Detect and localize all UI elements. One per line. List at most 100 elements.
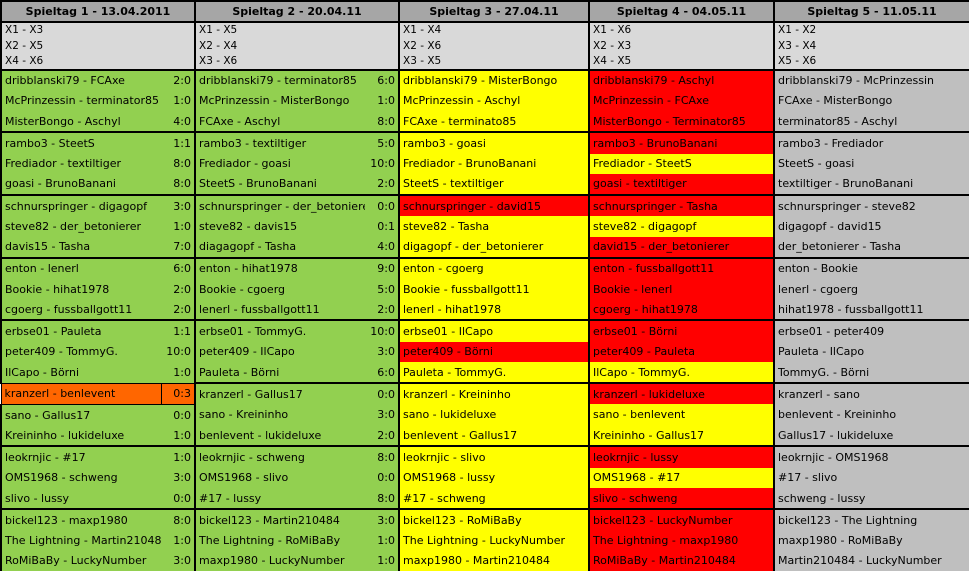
schedule-cell: X1 - X2 xyxy=(773,20,969,39)
match-row: Kreininho - lukideluxe 1:0 benlevent - luk… xyxy=(0,425,969,447)
match-cell: MisterBongo - Aschyl xyxy=(0,111,161,133)
match-cell: FCAxe - terminato85 xyxy=(398,111,590,133)
match-cell: Frediador - SteetS xyxy=(588,153,775,174)
score-cell: 1:0 xyxy=(161,445,196,468)
match-row: steve82 - der_betonierer 1:0 steve82 - dav… xyxy=(0,216,969,237)
match-cell: FCAxe - Aschyl xyxy=(194,111,365,133)
match-cell: Kreininho - lukideluxe xyxy=(0,425,161,447)
match-cell: IlCapo - TommyG. xyxy=(588,361,775,384)
score-cell: 4:0 xyxy=(365,236,400,258)
match-cell: steve82 - der_betonierer xyxy=(0,216,161,237)
match-cell: leokrnjic - #17 xyxy=(0,445,161,468)
match-cell: OMS1968 - slivo xyxy=(194,467,365,488)
match-cell: benlevent - Gallus17 xyxy=(398,425,590,447)
score-cell: 10:0 xyxy=(161,341,196,362)
schedule-cell: X2 - X3 xyxy=(588,38,775,54)
score-cell: 1:1 xyxy=(161,319,196,342)
score-cell: 1:0 xyxy=(161,216,196,237)
match-cell: erbse01 - peter409 xyxy=(773,319,969,342)
score-cell: 1:0 xyxy=(161,90,196,112)
match-row: kranzerl - benlevent 0:3 kranzerl - Gallus… xyxy=(0,382,969,405)
score-cell: 2:0 xyxy=(365,173,400,196)
match-cell: SteetS - BrunoBanani xyxy=(194,173,365,196)
match-cell: sano - Kreininho xyxy=(194,404,365,426)
match-cell: hihat1978 - fussballgott11 xyxy=(773,299,969,321)
score-cell: 0:0 xyxy=(365,467,400,488)
match-cell: bickel123 - LuckyNumber xyxy=(588,508,775,531)
match-cell: RoMiBaBy - Martin210484 xyxy=(588,550,775,571)
schedule-cell: X2 - X5 xyxy=(0,38,196,54)
score-cell: 10:0 xyxy=(365,153,400,174)
score-cell: 5:0 xyxy=(365,279,400,300)
match-cell: Martin210484 - LuckyNumber xyxy=(773,550,969,571)
match-cell: rambo3 - BrunoBanani xyxy=(588,131,775,154)
match-cell: Bookie - lenerl xyxy=(588,279,775,300)
schedule-cell: X4 - X6 xyxy=(0,53,196,71)
match-cell: Frediador - textiltiger xyxy=(0,153,161,174)
match-row: IlCapo - Börni 1:0 Pauleta - Börni 6:0 Paule… xyxy=(0,361,969,384)
schedule-row: X1 - X3 X1 - X5 X1 - X4 X1 - X6 X1 - X2 xyxy=(0,20,969,39)
score-cell: 8:0 xyxy=(365,487,400,510)
match-row: cgoerg - fussballgott11 2:0 lenerl - fussb… xyxy=(0,299,969,321)
match-cell: davis15 - Tasha xyxy=(0,236,161,258)
match-cell: bickel123 - RoMiBaBy xyxy=(398,508,590,531)
match-cell: McPrinzessin - FCAxe xyxy=(588,90,775,112)
match-cell: steve82 - Tasha xyxy=(398,216,590,237)
match-cell: Frediador - goasi xyxy=(194,153,365,174)
match-cell: peter409 - IlCapo xyxy=(194,341,365,362)
score-cell: 1:0 xyxy=(161,425,196,447)
match-cell: goasi - textiltiger xyxy=(588,173,775,196)
match-cell: diagagopf - Tasha xyxy=(194,236,365,258)
match-cell: kranzerl - Gallus17 xyxy=(194,382,365,405)
match-cell: dribblanski79 - McPrinzessin xyxy=(773,68,969,91)
score-cell: 2:0 xyxy=(161,299,196,321)
match-cell: #17 - lussy xyxy=(194,487,365,510)
schedule-cell: X4 - X5 xyxy=(588,53,775,71)
schedule-cell: X2 - X6 xyxy=(398,38,590,54)
match-cell: terminator85 - Aschyl xyxy=(773,111,969,133)
match-row: schnurspringer - digagopf 3:0 schnurspring… xyxy=(0,194,969,217)
match-cell: erbse01 - IlCapo xyxy=(398,319,590,342)
match-row: OMS1968 - schweng 3:0 OMS1968 - slivo 0:0 OM… xyxy=(0,467,969,488)
match-cell: The Lightning - maxp1980 xyxy=(588,530,775,551)
score-cell: 3:0 xyxy=(161,467,196,488)
schedule-cell: X5 - X6 xyxy=(773,53,969,71)
match-cell: benlevent - lukideluxe xyxy=(194,425,365,447)
match-row: Frediador - textiltiger 8:0 Frediador - go… xyxy=(0,153,969,174)
match-cell: schnurspringer - steve82 xyxy=(773,194,969,217)
day-4-header: Spieltag 4 - 04.05.11 xyxy=(588,0,775,23)
match-cell: leokrnjic - schweng xyxy=(194,445,365,468)
score-cell: 1:0 xyxy=(365,530,400,551)
score-cell: 1:0 xyxy=(161,361,196,384)
day-2-header: Spieltag 2 - 20.04.11 xyxy=(194,0,400,23)
score-cell: 3:0 xyxy=(161,194,196,217)
score-cell: 1:1 xyxy=(161,131,196,154)
header-row: Spieltag 1 - 13.04.2011 Spieltag 2 - 20.… xyxy=(0,0,969,23)
match-cell: peter409 - Pauleta xyxy=(588,341,775,362)
match-cell: peter409 - TommyG. xyxy=(0,341,161,362)
score-cell: 3:0 xyxy=(365,404,400,426)
match-cell: SteetS - goasi xyxy=(773,153,969,174)
match-row: rambo3 - SteetS 1:1 rambo3 - textiltiger 5:… xyxy=(0,131,969,154)
match-cell: enton - hihat1978 xyxy=(194,256,365,279)
match-cell: schnurspringer - digagopf xyxy=(0,194,161,217)
match-cell: Pauleta - IlCapo xyxy=(773,341,969,362)
match-cell: textiltiger - BrunoBanani xyxy=(773,173,969,196)
match-row: davis15 - Tasha 7:0 diagagopf - Tasha 4:0 di… xyxy=(0,236,969,258)
match-row: Bookie - hihat1978 2:0 Bookie - cgoerg 5:0 B… xyxy=(0,279,969,300)
match-cell: lenerl - hihat1978 xyxy=(398,299,590,321)
match-cell: der_betonierer - Tasha xyxy=(773,236,969,258)
match-cell: McPrinzessin - terminator85 xyxy=(0,90,161,112)
score-cell: 8:0 xyxy=(365,111,400,133)
match-cell: MisterBongo - Terminator85 xyxy=(588,111,775,133)
score-cell: 0:3 xyxy=(160,382,196,405)
match-cell: bickel123 - The Lightning xyxy=(773,508,969,531)
match-cell: bickel123 - Martin210484 xyxy=(194,508,365,531)
match-cell: rambo3 - goasi xyxy=(398,131,590,154)
match-cell: digagopf - david15 xyxy=(773,216,969,237)
score-cell: 1:0 xyxy=(365,90,400,112)
match-cell: lenerl - cgoerg xyxy=(773,279,969,300)
score-cell: 6:0 xyxy=(161,256,196,279)
match-cell: Pauleta - Börni xyxy=(194,361,365,384)
